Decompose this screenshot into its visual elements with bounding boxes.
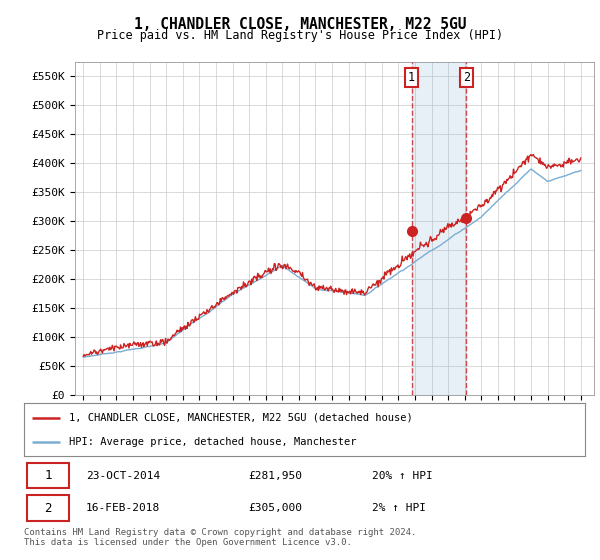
Text: Contains HM Land Registry data © Crown copyright and database right 2024.
This d: Contains HM Land Registry data © Crown c… bbox=[24, 528, 416, 547]
Text: 2% ↑ HPI: 2% ↑ HPI bbox=[372, 503, 426, 514]
Text: 2: 2 bbox=[463, 71, 470, 84]
Text: Price paid vs. HM Land Registry's House Price Index (HPI): Price paid vs. HM Land Registry's House … bbox=[97, 29, 503, 42]
FancyBboxPatch shape bbox=[27, 496, 69, 521]
Text: 16-FEB-2018: 16-FEB-2018 bbox=[86, 503, 160, 514]
Text: HPI: Average price, detached house, Manchester: HPI: Average price, detached house, Manc… bbox=[69, 437, 356, 447]
Text: 1, CHANDLER CLOSE, MANCHESTER, M22 5GU: 1, CHANDLER CLOSE, MANCHESTER, M22 5GU bbox=[134, 17, 466, 32]
Text: £305,000: £305,000 bbox=[248, 503, 302, 514]
Text: 1: 1 bbox=[408, 71, 415, 84]
Text: 20% ↑ HPI: 20% ↑ HPI bbox=[372, 470, 433, 480]
Text: 1, CHANDLER CLOSE, MANCHESTER, M22 5GU (detached house): 1, CHANDLER CLOSE, MANCHESTER, M22 5GU (… bbox=[69, 413, 413, 423]
FancyBboxPatch shape bbox=[27, 463, 69, 488]
Text: 1: 1 bbox=[44, 469, 52, 482]
Text: £281,950: £281,950 bbox=[248, 470, 302, 480]
Text: 2: 2 bbox=[44, 502, 52, 515]
Text: 23-OCT-2014: 23-OCT-2014 bbox=[86, 470, 160, 480]
